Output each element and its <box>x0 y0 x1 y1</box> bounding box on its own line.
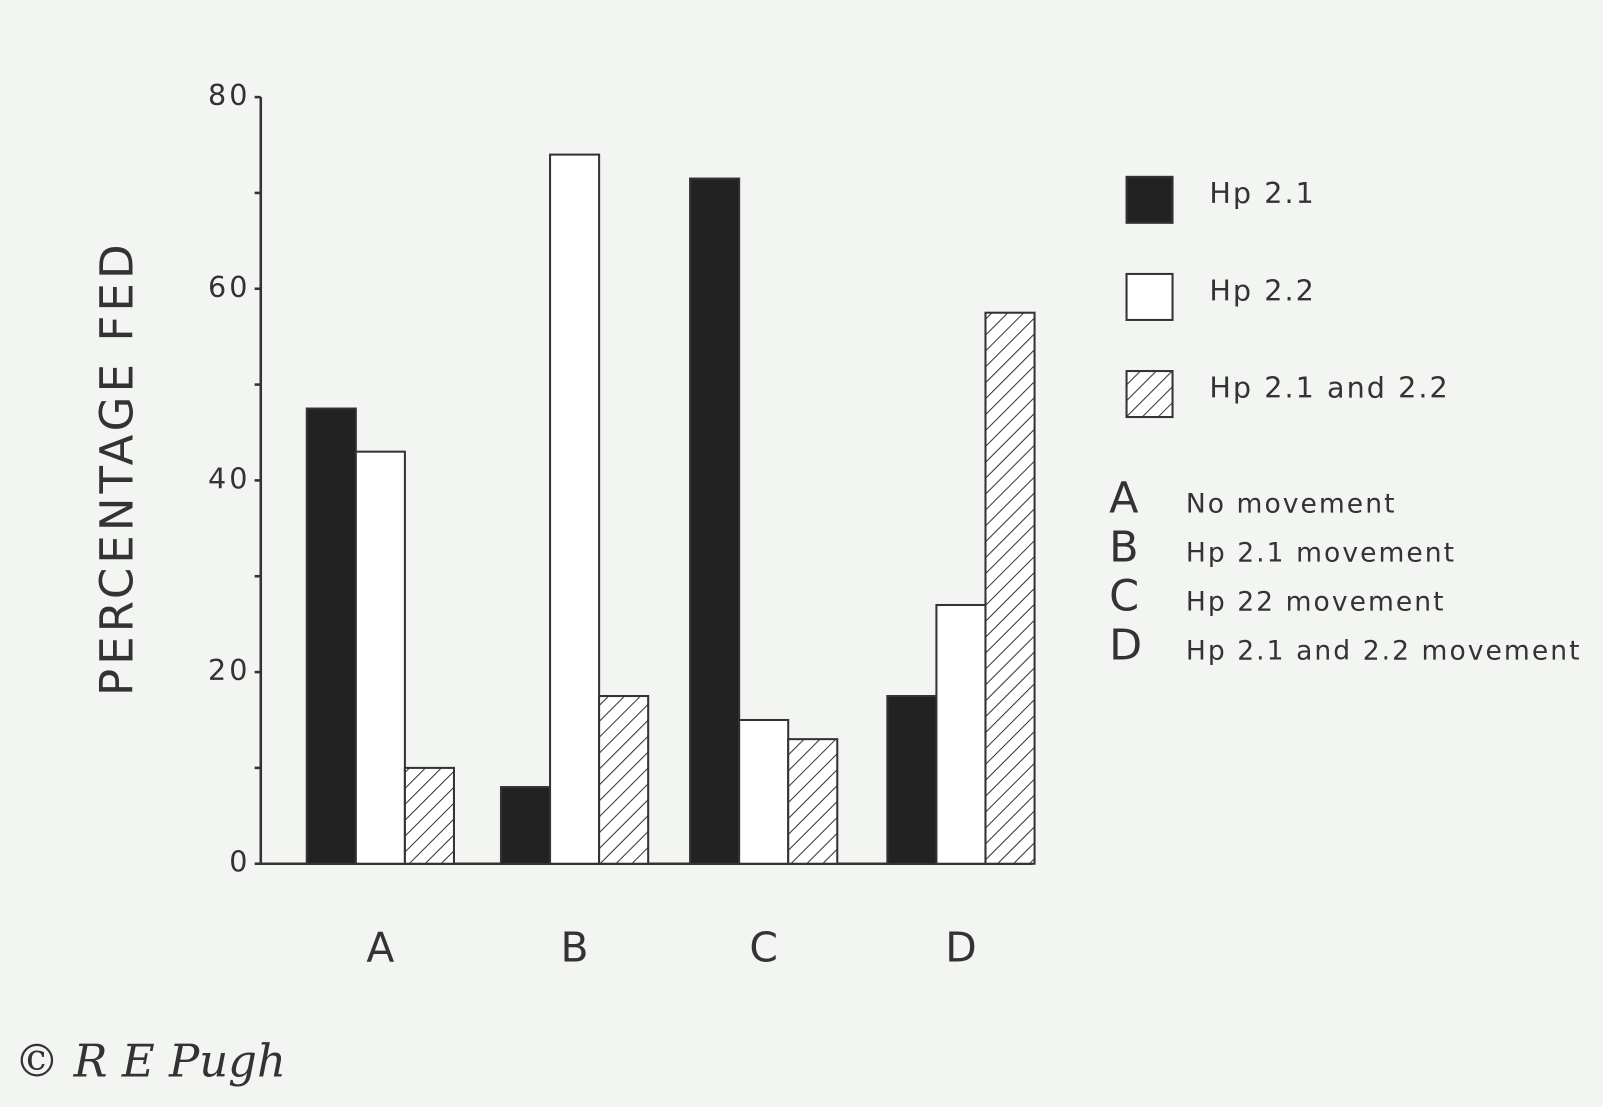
bar <box>598 695 650 865</box>
bar <box>935 603 987 865</box>
credit: © R E Pugh <box>14 1035 286 1088</box>
x-tick-label: C <box>749 924 778 972</box>
bar <box>787 738 839 865</box>
y-tick-label: 40 <box>208 461 251 495</box>
legend-swatch <box>1125 370 1174 419</box>
y-tick-label: 20 <box>208 653 251 687</box>
legend-swatch <box>1125 175 1174 224</box>
legend-label: Hp 2.1 <box>1209 176 1316 210</box>
key-label: Hp 22 movement <box>1186 587 1446 618</box>
y-axis-label: PERCENTAGE FED <box>91 240 144 696</box>
x-tick-label: A <box>366 924 394 972</box>
key-letter: A <box>1109 473 1138 523</box>
x-tick-label: D <box>945 924 976 972</box>
y-tick-label: 60 <box>208 270 251 304</box>
key-label: Hp 2.1 movement <box>1186 538 1456 569</box>
bar <box>984 311 1036 865</box>
key-label: No movement <box>1186 488 1397 519</box>
bar <box>354 450 406 865</box>
bar <box>403 766 455 865</box>
legend-swatch <box>1125 272 1174 321</box>
bar <box>738 718 790 865</box>
key-letter: C <box>1109 571 1139 621</box>
y-tick-label: 0 <box>229 845 250 879</box>
bar <box>689 177 741 865</box>
bar <box>305 407 357 865</box>
key-label: Hp 2.1 and 2.2 movement <box>1186 636 1582 667</box>
bar <box>886 695 938 865</box>
key-letter: B <box>1109 522 1138 572</box>
x-tick-label: B <box>561 924 589 972</box>
y-tick-label: 80 <box>208 78 251 112</box>
bar <box>549 153 601 865</box>
key-letter: D <box>1109 621 1142 671</box>
legend-label: Hp 2.1 and 2.2 <box>1209 370 1449 404</box>
legend-label: Hp 2.2 <box>1209 273 1316 307</box>
bar <box>499 786 552 865</box>
